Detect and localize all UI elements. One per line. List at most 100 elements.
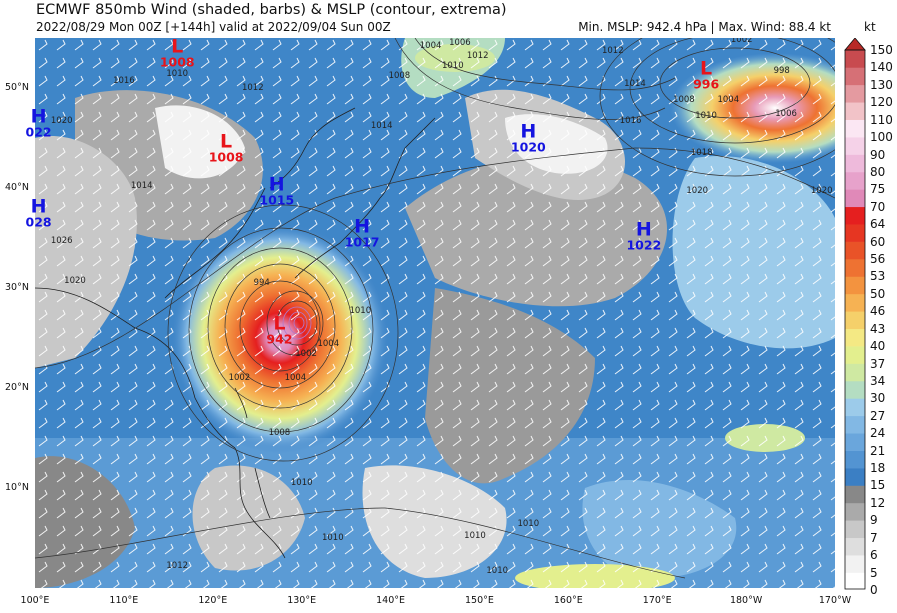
isobar-label: 1014 <box>371 121 393 131</box>
colorbar-tick-label: 120 <box>870 95 893 110</box>
colorbar-segment <box>845 537 865 556</box>
extremum-value: 022 <box>25 124 52 140</box>
isobar-label: 1010 <box>291 478 313 488</box>
isobar-label: 1002 <box>731 38 753 45</box>
latitude-label: 20°N <box>5 382 29 393</box>
isobar-label: 1026 <box>51 236 73 246</box>
colorbar-segment <box>845 119 865 138</box>
colorbar-segment <box>845 415 865 434</box>
isobar-label: 1012 <box>166 561 188 571</box>
latitude-label: 10°N <box>5 482 29 493</box>
colorbar-tick-label: 46 <box>870 304 886 319</box>
colorbar-tick-label: 5 <box>870 565 878 580</box>
mslp-isobars <box>35 38 835 579</box>
colorbar-segment <box>845 520 865 539</box>
colorbar-tick-label: 80 <box>870 164 886 179</box>
colorbar-unit: kt <box>864 20 876 34</box>
colorbar-tick-label: 0 <box>870 583 878 597</box>
extremum-symbol: L <box>273 312 286 335</box>
extremum-symbol: L <box>220 130 233 153</box>
colorbar-segment <box>845 154 865 173</box>
isobar-label: 1010 <box>442 61 464 71</box>
high-pressure-marker: H 1022 <box>626 220 661 252</box>
colorbar-segment <box>845 67 865 86</box>
colorbar-segment <box>845 450 865 469</box>
colorbar-tick-label: 27 <box>870 408 886 423</box>
colorbar-tick-label: 7 <box>870 530 878 545</box>
isobar-label: 1014 <box>624 79 646 89</box>
colorbar-segment <box>845 346 865 364</box>
high-pressure-marker: H 1015 <box>259 175 294 207</box>
isobar-label: 1002 <box>295 349 317 359</box>
colorbar-tick-label: 53 <box>870 269 886 284</box>
wind-shading <box>35 38 835 588</box>
extremum-symbol: L <box>171 35 184 58</box>
colorbar-tick-label: 70 <box>870 199 886 214</box>
isobar-label: 1010 <box>322 533 344 543</box>
colorbar-segment <box>845 328 865 347</box>
colorbar-segment <box>845 50 865 68</box>
isobar-label: 1016 <box>620 116 642 126</box>
colorbar-segment <box>845 102 865 120</box>
colorbar-tick-label: 12 <box>870 495 886 510</box>
isobar-label: 1010 <box>349 306 371 316</box>
extremum-symbol: H <box>354 215 371 238</box>
isobar-label: 1004 <box>717 95 739 105</box>
colorbar-segment <box>845 189 865 208</box>
colorbar-tick-label: 40 <box>870 339 886 354</box>
isobar-label: 1018 <box>691 148 713 158</box>
colorbar-segment <box>845 502 865 521</box>
high-pressure-marker: H 022 <box>26 107 52 139</box>
colorbar-tick-label: 30 <box>870 391 886 406</box>
colorbar-tick-label: 150 <box>870 43 893 57</box>
extremum-value: 1008 <box>208 149 244 165</box>
longitude-label: 140°E <box>376 595 405 606</box>
isobar-label: 1008 <box>389 71 411 81</box>
colorbar-frame <box>844 49 866 590</box>
low-pressure-marker: L 1008 <box>209 132 244 164</box>
colorbar-extend-arrow <box>844 38 866 51</box>
latitude-label: 40°N <box>5 182 29 193</box>
isobar-label: 1006 <box>449 38 471 48</box>
isobar-label: 1004 <box>285 373 307 383</box>
low-pressure-marker: L 1008 <box>160 37 195 69</box>
extremum-value: 1017 <box>344 234 380 250</box>
colorbar-tick-label: 60 <box>870 234 886 249</box>
longitude-label: 110°E <box>109 595 139 606</box>
colorbar-segment <box>845 572 865 590</box>
colorbar-tick-label: 100 <box>870 130 893 145</box>
colorbar-segment <box>845 485 865 504</box>
extremum-symbol: L <box>700 57 713 80</box>
colorbar-tick-label: 90 <box>870 147 886 162</box>
colorbar-tick-label: 6 <box>870 548 878 563</box>
extremum-value: 1008 <box>159 54 195 70</box>
colorbar-tick-label: 56 <box>870 252 886 267</box>
longitude-label: 170°E <box>642 595 672 606</box>
colorbar-segment <box>845 468 865 486</box>
extremum-symbol: H <box>635 218 652 241</box>
longitude-label: 160°E <box>553 595 583 606</box>
high-pressure-marker: H 028 <box>26 197 52 229</box>
colorbar-segment <box>845 293 865 312</box>
colorbar-tick-label: 24 <box>870 426 886 441</box>
longitude-label: 180°W <box>729 595 763 606</box>
weather-map: 1004 100610081010101210141012101010161012… <box>35 38 835 588</box>
colorbar <box>844 38 866 590</box>
colorbar-tick-label: 34 <box>870 373 886 388</box>
colorbar-segment <box>845 555 865 573</box>
colorbar-tick-label: 18 <box>870 461 886 476</box>
colorbar-tick-label: 37 <box>870 356 886 371</box>
isobar-label: 1012 <box>467 51 489 61</box>
isobar-label: 1002 <box>229 373 251 383</box>
chart-title: ECMWF 850mb Wind (shaded, barbs) & MSLP … <box>36 2 507 18</box>
colorbar-segment <box>845 241 865 260</box>
colorbar-segment <box>845 380 865 399</box>
coastlines <box>35 107 436 559</box>
extremum-value: 1015 <box>259 192 295 208</box>
isobar-label: 1012 <box>602 46 624 56</box>
low-pressure-marker: L 996 <box>693 59 719 91</box>
latitude-label: 30°N <box>5 282 29 293</box>
isobar-label: 1010 <box>695 111 717 121</box>
isobar-label: 1020 <box>686 186 708 196</box>
extremum-symbol: H <box>30 195 47 218</box>
